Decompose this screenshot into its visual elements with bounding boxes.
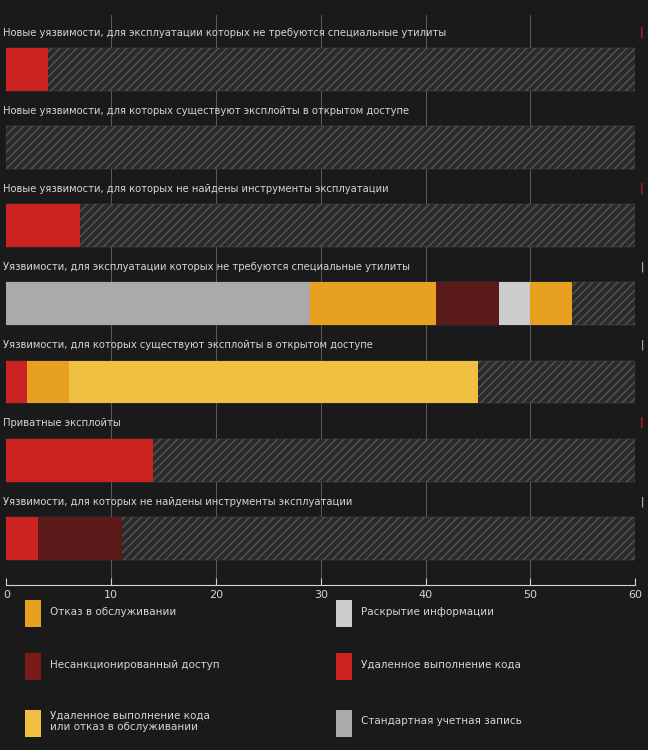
Bar — [6, 204, 80, 248]
Bar — [436, 283, 499, 326]
Text: Уязвимости, для эксплуатации которых не требуются специальные утилиты: Уязвимости, для эксплуатации которых не … — [3, 262, 410, 272]
Bar — [6, 283, 635, 326]
Text: Удаленное выполнение кода: Удаленное выполнение кода — [362, 659, 521, 670]
Bar — [6, 361, 27, 404]
FancyBboxPatch shape — [25, 710, 41, 736]
Text: Новые уязвимости, для которых не найдены инструменты эксплуатации: Новые уязвимости, для которых не найдены… — [3, 184, 389, 194]
Bar — [6, 517, 38, 560]
FancyBboxPatch shape — [25, 652, 41, 680]
Bar — [6, 48, 49, 92]
Bar — [6, 439, 635, 482]
Text: Новые уязвимости, для эксплуатации которых не требуются специальные утилиты: Новые уязвимости, для эксплуатации котор… — [3, 28, 446, 38]
Text: Несанкционированный доступ: Несанкционированный доступ — [51, 659, 220, 670]
Bar — [27, 361, 69, 404]
Text: Приватные эксплойты: Приватные эксплойты — [3, 419, 121, 428]
FancyBboxPatch shape — [25, 600, 41, 627]
Bar — [6, 126, 635, 170]
Text: |: | — [640, 262, 643, 272]
Bar — [6, 439, 153, 482]
Text: |: | — [640, 340, 643, 350]
Bar — [530, 283, 572, 326]
Bar — [6, 48, 635, 92]
FancyBboxPatch shape — [336, 710, 352, 736]
Text: | 14: | 14 — [640, 418, 648, 428]
Text: Удаленное выполнение кода
или отказ в обслуживании: Удаленное выполнение кода или отказ в об… — [51, 711, 210, 732]
Text: Отказ в обслуживании: Отказ в обслуживании — [51, 607, 176, 617]
Text: | 4: | 4 — [640, 27, 648, 38]
Bar — [69, 361, 478, 404]
Bar — [6, 283, 310, 326]
Bar — [38, 517, 122, 560]
Text: Уязвимости, для которых существуют эксплойты в открытом доступе: Уязвимости, для которых существуют экспл… — [3, 340, 373, 350]
Text: Новые уязвимости, для которых существуют эксплойты в открытом доступе: Новые уязвимости, для которых существуют… — [3, 106, 410, 116]
Bar — [310, 283, 436, 326]
Bar — [6, 361, 635, 404]
Bar — [499, 283, 530, 326]
Text: Уязвимости, для которых не найдены инструменты эксплуатации: Уязвимости, для которых не найдены инстр… — [3, 496, 353, 506]
Text: Стандартная учетная запись: Стандартная учетная запись — [362, 716, 522, 727]
Bar — [6, 204, 635, 248]
Bar — [6, 517, 635, 560]
FancyBboxPatch shape — [336, 600, 352, 627]
Text: |: | — [640, 496, 643, 506]
FancyBboxPatch shape — [336, 652, 352, 680]
Text: | 7: | 7 — [640, 183, 648, 194]
Text: Раскрытие информации: Раскрытие информации — [362, 607, 494, 617]
